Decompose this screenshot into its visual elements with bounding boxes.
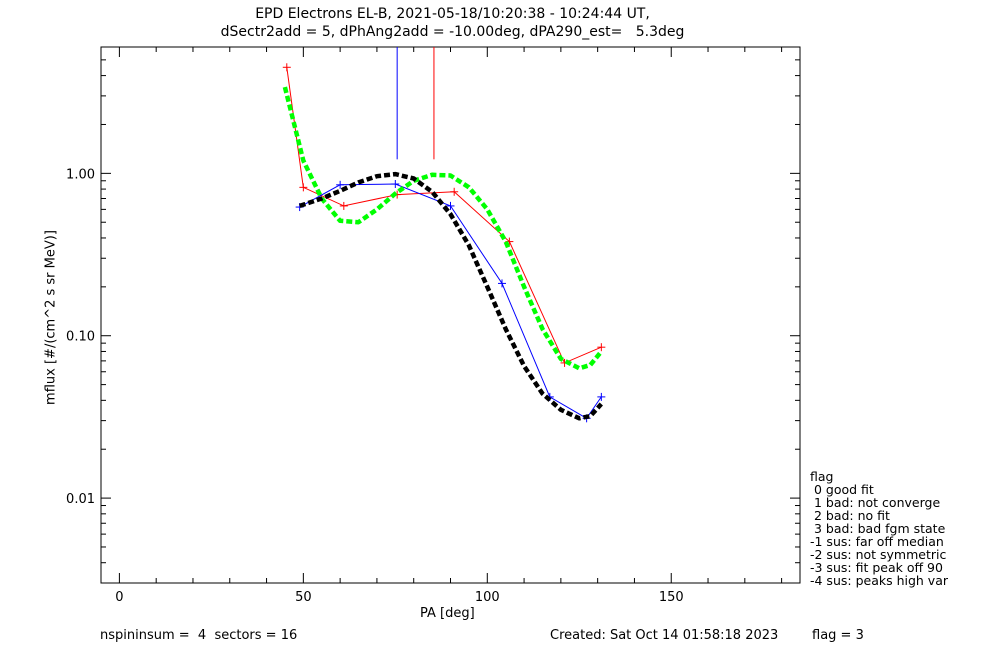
chart-title-line-2: dSectr2add = 5, dPhAng2add = -10.00deg, … [220, 24, 685, 40]
y-tick-label: 0.01 [66, 492, 95, 507]
legend-title: flag [810, 469, 834, 484]
footer-created-timestamp: Created: Sat Oct 14 01:58:18 2023 [550, 628, 779, 643]
footer-flag: flag = 3 [812, 628, 864, 643]
data-point [498, 279, 507, 288]
legend-item: 0 good fit [810, 482, 874, 497]
legend-item: -1 sus: far off median [810, 534, 944, 549]
data-line [299, 183, 602, 419]
data-point [446, 201, 455, 210]
data-line [286, 67, 602, 364]
data-point [336, 180, 345, 189]
data-point [450, 187, 459, 196]
y-axis-label: mflux [#/(cm^2 s sr MeV)] [43, 230, 59, 405]
chart-title-line-1: EPD Electrons EL-B, 2021-05-18/10:20:38 … [255, 6, 650, 22]
data-point [597, 343, 606, 352]
legend-item: 1 bad: not converge [810, 495, 941, 510]
y-tick-label: 1.00 [66, 167, 95, 182]
plot-frame [100, 46, 801, 584]
x-tick-label: 0 [115, 590, 123, 605]
data-point [299, 183, 308, 192]
legend-item: 3 bad: bad fgm state [810, 521, 946, 536]
legend-item: -4 sus: peaks high var [810, 573, 949, 588]
x-tick-label: 100 [475, 590, 500, 605]
legend-item: -2 sus: not symmetric [810, 547, 947, 562]
data-point [282, 63, 291, 72]
legend-item: -3 sus: fit peak off 90 [810, 560, 943, 575]
x-tick-label: 50 [295, 590, 312, 605]
data-point [391, 179, 400, 188]
fit-curve [282, 86, 604, 371]
data-point [597, 392, 606, 401]
x-tick-label: 150 [659, 590, 684, 605]
x-axis-label: PA [deg] [420, 606, 475, 621]
footer-sector-info: nspininsum = 4 sectors = 16 [100, 628, 298, 643]
data-point [339, 201, 348, 210]
y-tick-label: 0.10 [66, 330, 95, 345]
fit-curve [298, 171, 603, 421]
legend-item: 2 bad: no fit [810, 508, 890, 523]
